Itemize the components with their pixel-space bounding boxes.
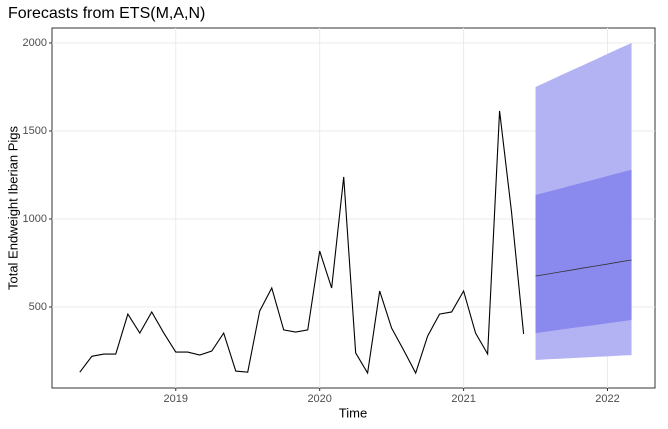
chart-title: Forecasts from ETS(M,A,N) [8,5,205,22]
y-tick-label: 500 [29,301,47,313]
y-tick-label: 2000 [23,37,47,49]
band-80 [535,169,632,334]
history-line [79,110,525,375]
x-tick-label: 2021 [451,393,475,405]
x-tick-label: 2019 [164,393,188,405]
x-tick-label: 2020 [307,393,331,405]
x-axis-label: Time [339,405,367,420]
y-axis-label: Total Endweight Iberian Pigs [5,125,20,290]
forecast-line [535,259,632,277]
y-tick-label: 1000 [23,213,47,225]
y-tick-label: 1500 [23,125,47,137]
x-tick-label: 2022 [595,393,619,405]
